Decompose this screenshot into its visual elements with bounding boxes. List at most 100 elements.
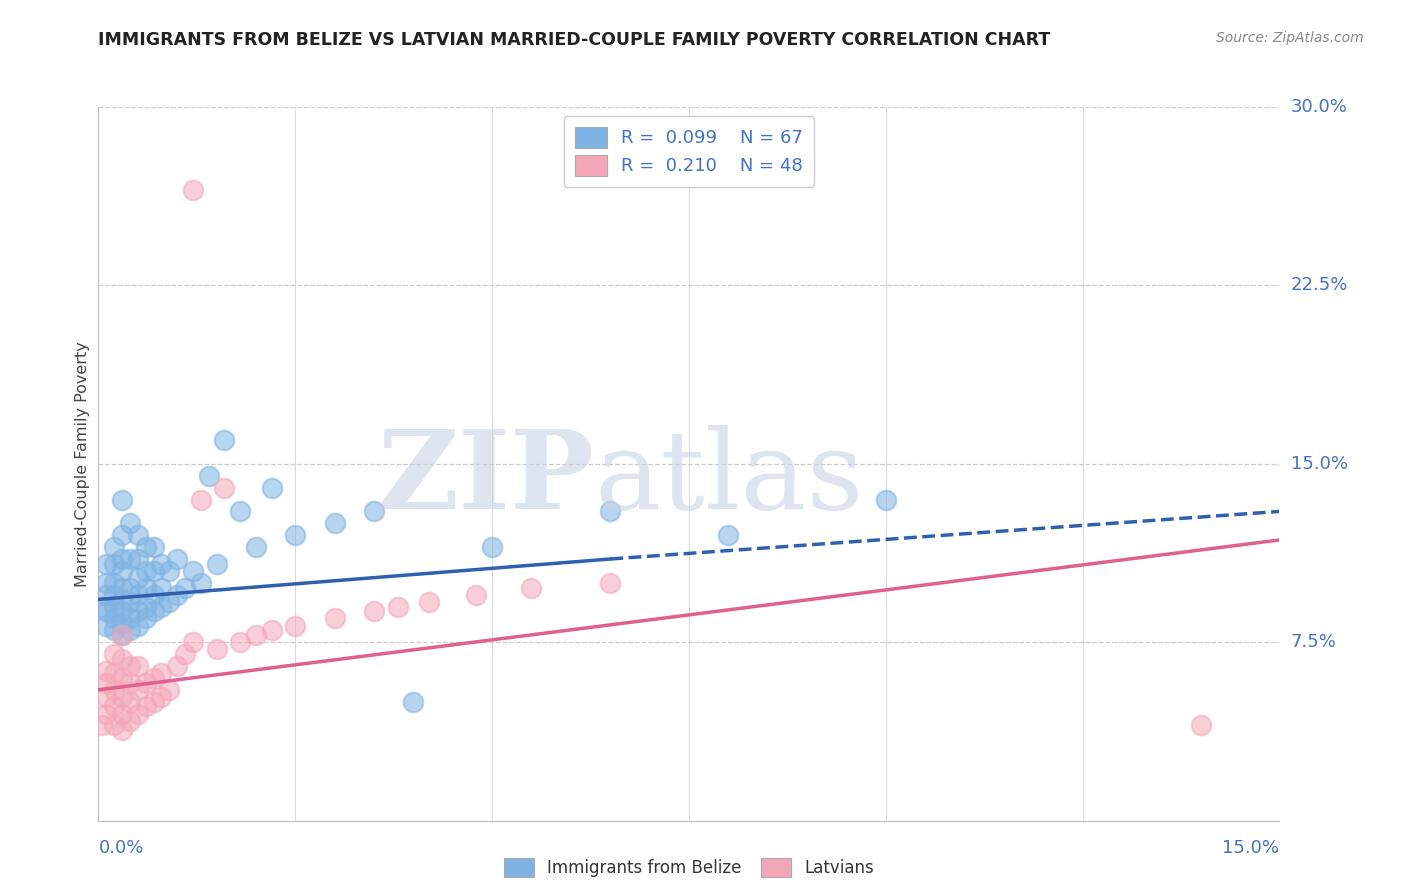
- Point: [323, 611, 346, 625]
- Point: [402, 695, 425, 709]
- Legend: Immigrants from Belize, Latvians: Immigrants from Belize, Latvians: [496, 851, 882, 884]
- Point: [387, 599, 409, 614]
- Point: [118, 659, 141, 673]
- Text: 15.0%: 15.0%: [1291, 455, 1347, 473]
- Text: 22.5%: 22.5%: [1291, 277, 1348, 294]
- Point: [127, 618, 149, 632]
- Point: [717, 528, 740, 542]
- Point: [142, 695, 165, 709]
- Point: [284, 528, 307, 542]
- Point: [111, 628, 134, 642]
- Point: [465, 588, 488, 602]
- Point: [111, 581, 134, 595]
- Point: [91, 718, 114, 732]
- Point: [127, 588, 149, 602]
- Point: [135, 611, 157, 625]
- Point: [599, 504, 621, 518]
- Point: [91, 599, 114, 614]
- Point: [111, 628, 134, 642]
- Point: [245, 628, 267, 642]
- Point: [127, 552, 149, 566]
- Point: [150, 666, 173, 681]
- Point: [174, 647, 197, 661]
- Point: [118, 611, 141, 625]
- Point: [127, 682, 149, 697]
- Point: [214, 481, 236, 495]
- Point: [111, 723, 134, 738]
- Point: [260, 624, 283, 638]
- Point: [111, 492, 134, 507]
- Point: [96, 706, 118, 721]
- Point: [150, 557, 173, 571]
- Point: [166, 588, 188, 602]
- Point: [599, 575, 621, 590]
- Point: [135, 675, 157, 690]
- Text: 30.0%: 30.0%: [1291, 98, 1347, 116]
- Point: [103, 611, 125, 625]
- Point: [142, 540, 165, 554]
- Point: [181, 635, 204, 649]
- Point: [96, 557, 118, 571]
- Point: [118, 595, 141, 609]
- Point: [135, 564, 157, 578]
- Point: [157, 564, 180, 578]
- Point: [135, 599, 157, 614]
- Text: 7.5%: 7.5%: [1291, 633, 1337, 651]
- Point: [111, 604, 134, 618]
- Point: [1189, 718, 1212, 732]
- Point: [96, 675, 118, 690]
- Point: [111, 552, 134, 566]
- Point: [111, 706, 134, 721]
- Text: 0.0%: 0.0%: [98, 838, 143, 856]
- Point: [103, 647, 125, 661]
- Point: [363, 604, 385, 618]
- Point: [96, 575, 118, 590]
- Point: [166, 659, 188, 673]
- Point: [135, 540, 157, 554]
- Point: [127, 659, 149, 673]
- Point: [197, 468, 219, 483]
- Point: [245, 540, 267, 554]
- Point: [103, 624, 125, 638]
- Text: atlas: atlas: [595, 425, 865, 532]
- Point: [96, 618, 118, 632]
- Point: [103, 666, 125, 681]
- Point: [150, 581, 173, 595]
- Point: [103, 599, 125, 614]
- Point: [127, 571, 149, 585]
- Point: [111, 690, 134, 704]
- Point: [103, 575, 125, 590]
- Point: [150, 690, 173, 704]
- Point: [229, 504, 252, 518]
- Point: [142, 564, 165, 578]
- Point: [103, 718, 125, 732]
- Point: [118, 695, 141, 709]
- Point: [103, 588, 125, 602]
- Point: [118, 516, 141, 531]
- Point: [323, 516, 346, 531]
- Text: ZIP: ZIP: [378, 425, 595, 532]
- Point: [111, 528, 134, 542]
- Text: Source: ZipAtlas.com: Source: ZipAtlas.com: [1216, 31, 1364, 45]
- Point: [96, 664, 118, 678]
- Point: [150, 599, 173, 614]
- Point: [284, 618, 307, 632]
- Point: [111, 564, 134, 578]
- Point: [127, 604, 149, 618]
- Point: [157, 595, 180, 609]
- Point: [118, 552, 141, 566]
- Point: [118, 624, 141, 638]
- Point: [481, 540, 503, 554]
- Point: [127, 528, 149, 542]
- Point: [103, 699, 125, 714]
- Point: [157, 682, 180, 697]
- Point: [205, 642, 228, 657]
- Point: [103, 540, 125, 554]
- Point: [142, 604, 165, 618]
- Point: [96, 604, 118, 618]
- Point: [166, 552, 188, 566]
- Point: [135, 699, 157, 714]
- Point: [103, 682, 125, 697]
- Point: [229, 635, 252, 649]
- Point: [875, 492, 897, 507]
